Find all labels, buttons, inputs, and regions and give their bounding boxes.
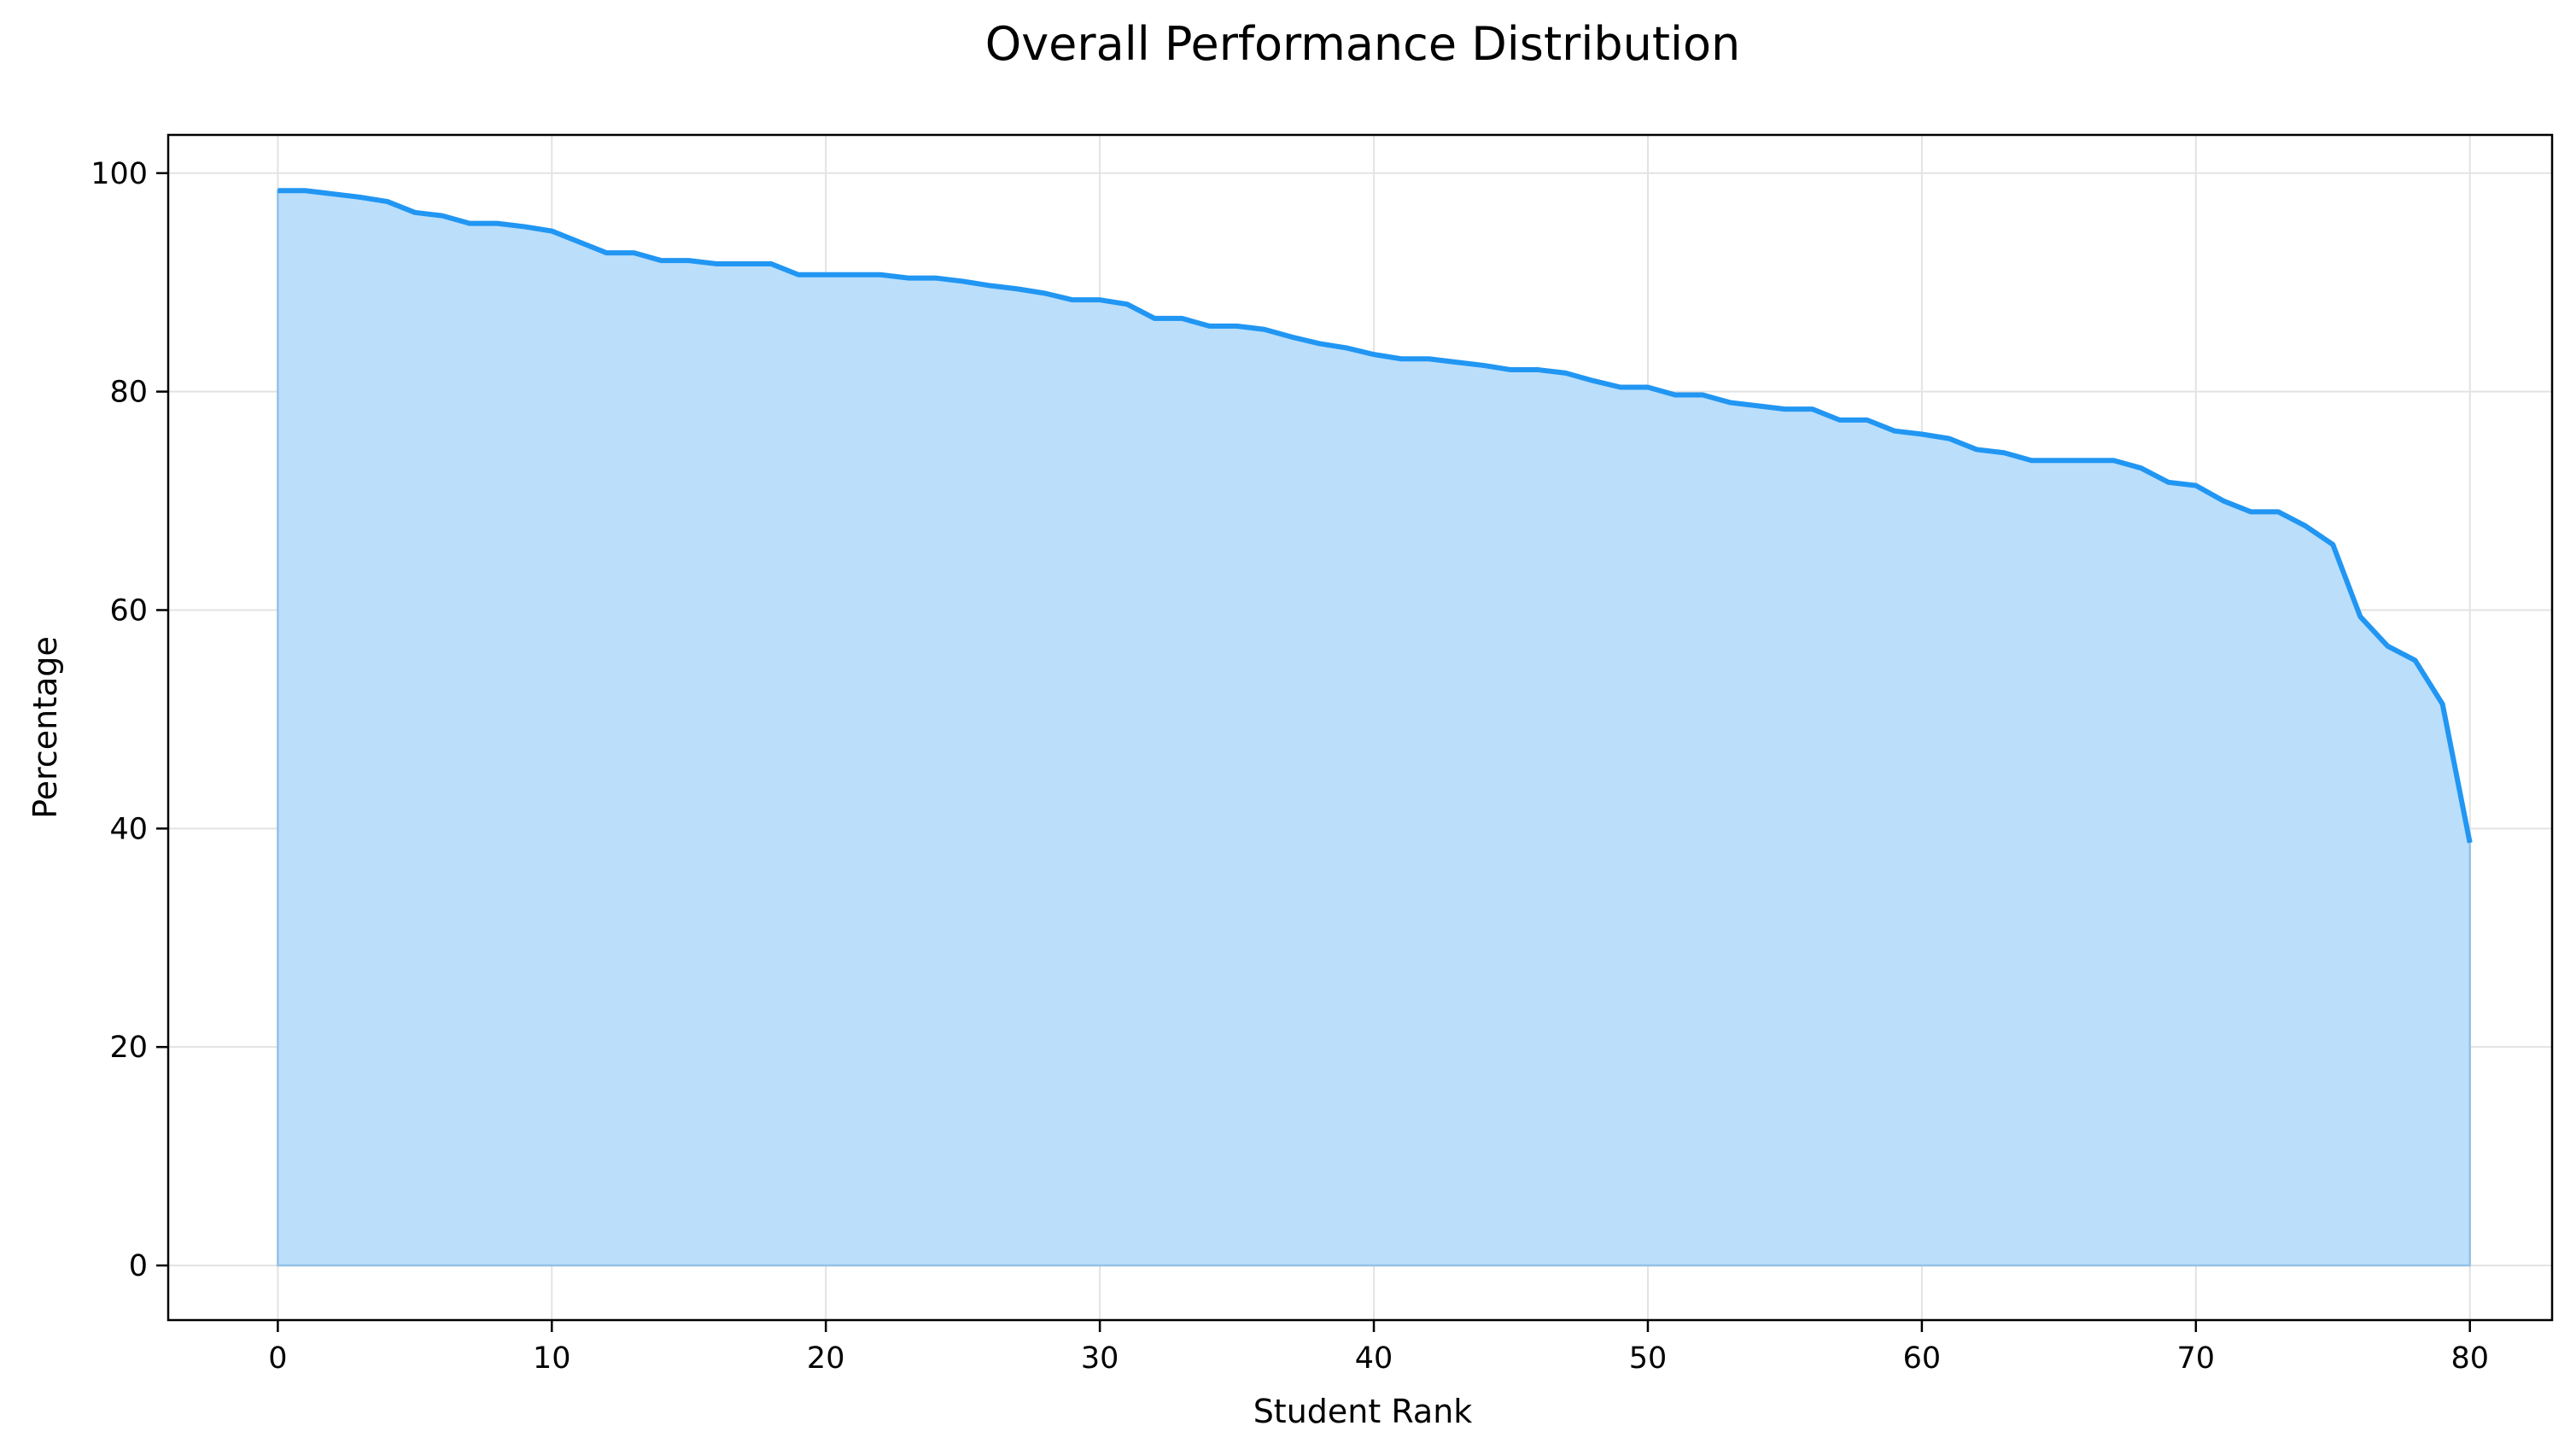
x-tick-label: 80 [2450, 1341, 2489, 1376]
plot-frame [166, 133, 2554, 1322]
y-tick-label: 80 [109, 376, 148, 410]
x-tick-label: 60 [1903, 1341, 1942, 1376]
x-tick-label: 0 [268, 1341, 287, 1376]
x-axis-ticks: 0 10 20 30 40 50 60 70 80 [268, 1320, 2489, 1376]
y-tick-label: 60 [109, 593, 148, 628]
y-tick-label: 20 [109, 1031, 148, 1065]
x-tick-label: 10 [533, 1341, 571, 1376]
y-axis-ticks: 0 20 40 60 80 100 [91, 157, 168, 1283]
x-tick-label: 40 [1355, 1341, 1393, 1376]
area-series [277, 188, 2473, 1267]
x-tick-label: 30 [1081, 1341, 1119, 1376]
x-tick-label: 50 [1629, 1341, 1668, 1376]
x-tick-label: 70 [2177, 1341, 2216, 1376]
y-tick-label: 100 [91, 157, 148, 191]
y-tick-label: 0 [129, 1249, 148, 1283]
x-axis-label: Student Rank [1253, 1393, 1473, 1430]
series-line [277, 188, 2473, 844]
y-axis-label: Percentage [26, 636, 64, 819]
y-tick-label: 40 [109, 812, 148, 846]
chart-title: Overall Performance Distribution [985, 17, 1741, 71]
x-tick-label: 20 [807, 1341, 845, 1376]
